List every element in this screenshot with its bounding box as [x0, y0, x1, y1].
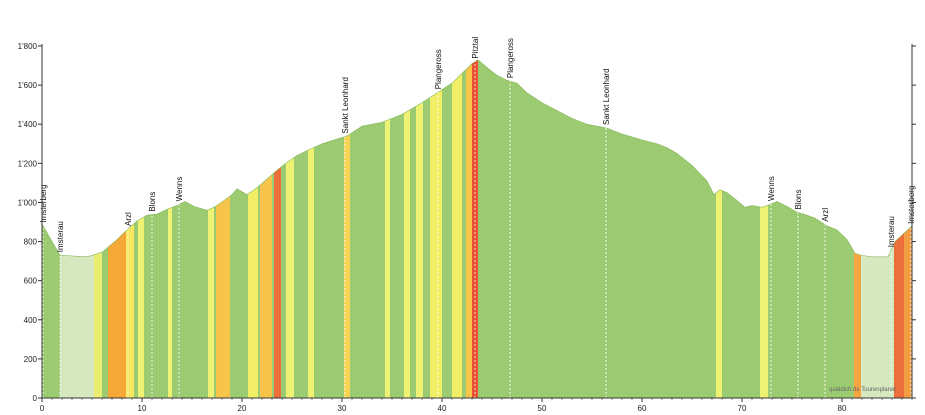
place-label-2: Arzl	[124, 212, 133, 226]
x-tick-label-3: 30	[338, 404, 347, 413]
gradient-band-21	[760, 59, 768, 398]
place-label-4: Wenns	[175, 177, 184, 202]
x-tick-label-6: 60	[638, 404, 647, 413]
place-label-6: Plangeross	[434, 49, 443, 89]
y-tick-label-3: 600	[24, 277, 38, 286]
axes: 0 200 400 600 800 1'000 1'200 1'400 1'600 1'800 0 1…	[18, 42, 916, 413]
place-label-11: Blons	[794, 189, 803, 209]
gradient-band-7	[248, 59, 258, 398]
place-markers: Imsterberg Imsterau Arzl Blons Wenns Sankt Le…	[39, 37, 916, 399]
y-tick-label-8: 1'600	[18, 81, 38, 90]
credit-label: quäldich.de Tourenplaner	[829, 387, 896, 393]
y-tick-label-2: 400	[24, 316, 38, 325]
place-label-10: Wenns	[767, 176, 776, 201]
gradient-band-18	[466, 59, 472, 398]
gradient-band-2	[126, 59, 134, 398]
hatch-texture	[42, 59, 912, 398]
gradient-band-5	[208, 59, 214, 398]
place-label-3: Blons	[148, 192, 157, 212]
gradient-band-20	[716, 59, 722, 398]
gradient-band-16	[430, 59, 442, 398]
profile-edge	[41, 59, 913, 399]
place-label-9: Sankt Leonhard	[602, 68, 611, 125]
x-tick-label-0: 0	[40, 404, 45, 413]
x-tick-label-7: 70	[738, 404, 747, 413]
x-tick-label-8: 80	[838, 404, 847, 413]
place-label-5: Sankt Leonhard	[341, 77, 350, 134]
y-tick-label-7: 1'400	[18, 120, 38, 129]
y-tick-label-9: 1'800	[18, 42, 38, 51]
gradient-band-14	[404, 59, 410, 398]
place-label-13: Imsterau	[887, 216, 896, 247]
y-tick-label-5: 1'000	[18, 198, 38, 207]
gradient-band-3	[138, 59, 144, 398]
profile-area	[42, 59, 912, 398]
y-tick-label-1: 200	[24, 355, 38, 364]
place-label-7: Pitztal	[471, 37, 480, 59]
gradient-band-12	[344, 59, 350, 398]
gradient-band-17	[452, 59, 462, 398]
place-label-12: Arzl	[821, 208, 830, 222]
place-label-0: Imsterberg	[39, 184, 48, 222]
x-tick-label-2: 20	[238, 404, 247, 413]
place-label-1: Imsterau	[56, 221, 65, 252]
gradient-band-10	[286, 59, 294, 398]
y-tick-label-0: 0	[33, 394, 38, 403]
gradient-band-13	[385, 59, 390, 398]
x-tick-label-4: 40	[438, 404, 447, 413]
y-tick-label-4: 800	[24, 238, 38, 247]
x-tick-label-5: 50	[538, 404, 547, 413]
gradient-band-4	[168, 59, 172, 398]
gradient-band-15	[416, 59, 423, 398]
gradient-band-11	[308, 59, 314, 398]
gradient-band-9	[274, 59, 281, 398]
place-label-8: Plangeross	[506, 38, 515, 78]
y-tick-label-6: 1'200	[18, 159, 38, 168]
x-tick-label-1: 10	[138, 404, 147, 413]
